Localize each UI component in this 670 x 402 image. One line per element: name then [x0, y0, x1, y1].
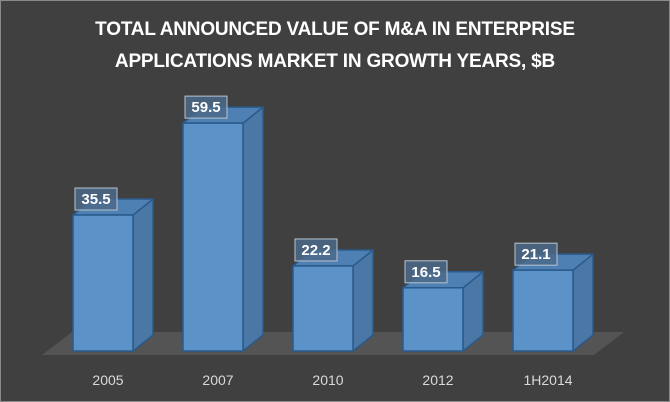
chart-title-line-2: APPLICATIONS MARKET IN GROWTH YEARS, $B	[114, 51, 556, 72]
data-label: 16.5	[411, 264, 440, 281]
data-label: 35.5	[81, 191, 110, 208]
bar-front-face	[292, 265, 354, 352]
chart-title: TOTAL ANNOUNCED VALUE OF M&A IN ENTERPRI…	[0, 14, 670, 78]
data-label-box	[294, 238, 338, 262]
bar-side-face	[352, 249, 374, 352]
x-tick-label: 1H2014	[523, 372, 572, 388]
x-tick-label: 2005	[92, 372, 123, 388]
bar-front-face	[512, 269, 574, 352]
x-tick-label: 2012	[422, 372, 453, 388]
data-label-box	[74, 187, 118, 211]
bar-side-face	[132, 198, 154, 352]
bar-2007: 59.5	[182, 95, 264, 352]
bar-front-face	[72, 214, 134, 352]
x-tick-label: 2007	[202, 372, 233, 388]
x-tick-label: 2010	[312, 372, 343, 388]
data-label: 22.2	[301, 242, 330, 259]
bar-1H2014: 21.1	[512, 242, 594, 352]
bar-front-face	[402, 287, 464, 352]
data-label-box	[184, 95, 228, 119]
data-label: 21.1	[521, 246, 550, 263]
bar-front-face	[182, 122, 244, 352]
chart-title-line-1: TOTAL ANNOUNCED VALUE OF M&A IN ENTERPRI…	[95, 19, 575, 40]
bar-2005: 35.5	[72, 187, 154, 352]
data-label-box	[514, 242, 558, 266]
bar-side-face	[242, 106, 264, 352]
bar-2012: 16.5	[402, 260, 484, 352]
bar-2010: 22.2	[292, 238, 374, 352]
data-label: 59.5	[191, 99, 220, 116]
data-label-box	[404, 260, 448, 284]
